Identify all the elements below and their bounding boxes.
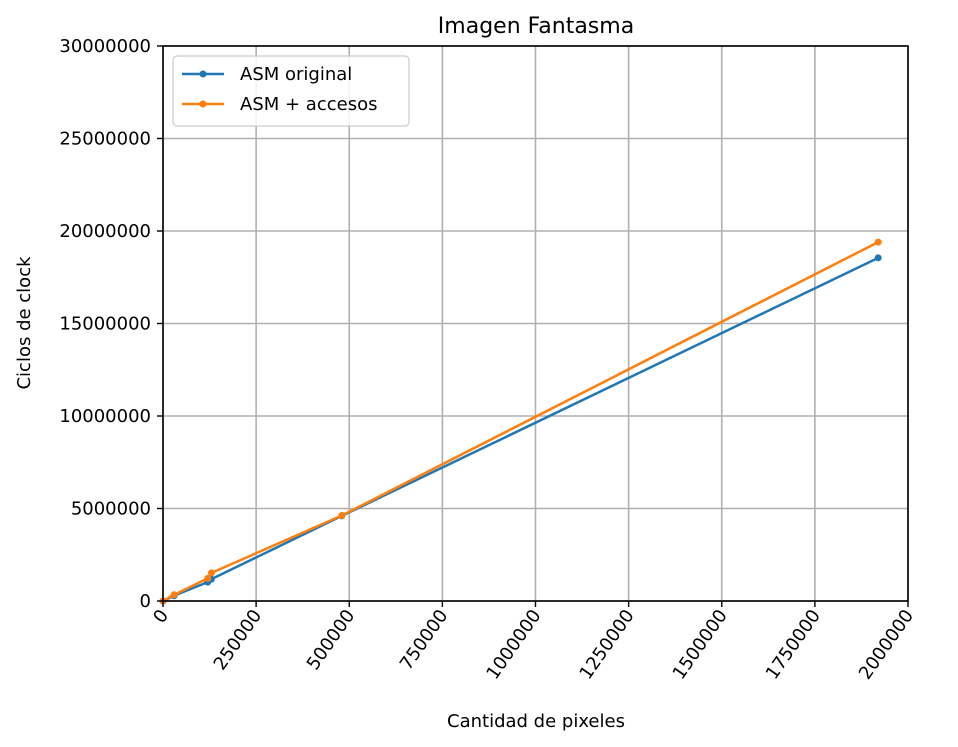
legend-marker-asm-original [199, 70, 207, 78]
series-line-asm-accesos [162, 240, 879, 603]
legend: ASM original ASM + accesos [172, 55, 410, 127]
series-line-asm-original [162, 256, 879, 603]
y-axis-ticks: 0 5000000 10000000 15000000 20000000 25000000… [59, 36, 163, 612]
x-tick-label: 1500000 [669, 606, 732, 684]
legend-label-asm-accesos: ASM + accesos [240, 94, 377, 115]
y-tick-label: 0 [140, 591, 151, 612]
x-tick-label: 0 [149, 606, 173, 627]
x-tick-label: 1000000 [482, 606, 545, 684]
x-tick-label: 250000 [210, 606, 267, 674]
legend-box [172, 55, 410, 127]
y-axis-label: Ciclos de clock [14, 256, 35, 390]
chart-title: Imagen Fantasma [438, 14, 634, 39]
legend-label-asm-original: ASM original [240, 64, 352, 85]
x-tick-label: 1750000 [762, 606, 825, 684]
data-point-asm-accesos [874, 238, 882, 246]
x-axis-label: Cantidad de pixeles [447, 711, 625, 732]
legend-marker-asm-accesos [199, 100, 207, 108]
data-point-asm-accesos [207, 569, 215, 577]
x-tick-label: 1250000 [576, 606, 639, 684]
y-tick-label: 25000000 [59, 129, 151, 150]
data-point-asm-accesos [170, 591, 178, 599]
series-layer [159, 238, 882, 605]
x-axis-ticks: 0 250000 500000 750000 1000000 1250000 1500000… [149, 601, 918, 684]
x-tick-label: 500000 [303, 606, 360, 674]
x-tick-label: 2000000 [855, 606, 918, 684]
data-point-asm-accesos [204, 574, 212, 582]
y-tick-label: 10000000 [59, 406, 151, 427]
x-tick-label: 750000 [396, 606, 453, 674]
data-point-asm-accesos [338, 512, 346, 520]
data-point-asm-original [874, 254, 882, 262]
y-tick-label: 30000000 [59, 36, 151, 57]
grid [162, 45, 909, 602]
y-tick-label: 5000000 [71, 499, 151, 520]
y-tick-label: 20000000 [59, 221, 151, 242]
y-tick-label: 15000000 [59, 314, 151, 335]
